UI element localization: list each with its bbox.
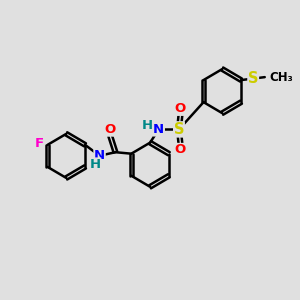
Text: O: O [105, 123, 116, 136]
Text: N: N [153, 123, 164, 136]
Text: N: N [94, 149, 105, 162]
Text: F: F [34, 137, 44, 150]
Text: O: O [175, 102, 186, 115]
Text: S: S [174, 122, 184, 137]
Text: O: O [175, 143, 186, 157]
Text: H: H [90, 158, 101, 171]
Text: CH₃: CH₃ [269, 70, 293, 84]
Text: H: H [142, 119, 153, 132]
Text: S: S [248, 71, 258, 86]
